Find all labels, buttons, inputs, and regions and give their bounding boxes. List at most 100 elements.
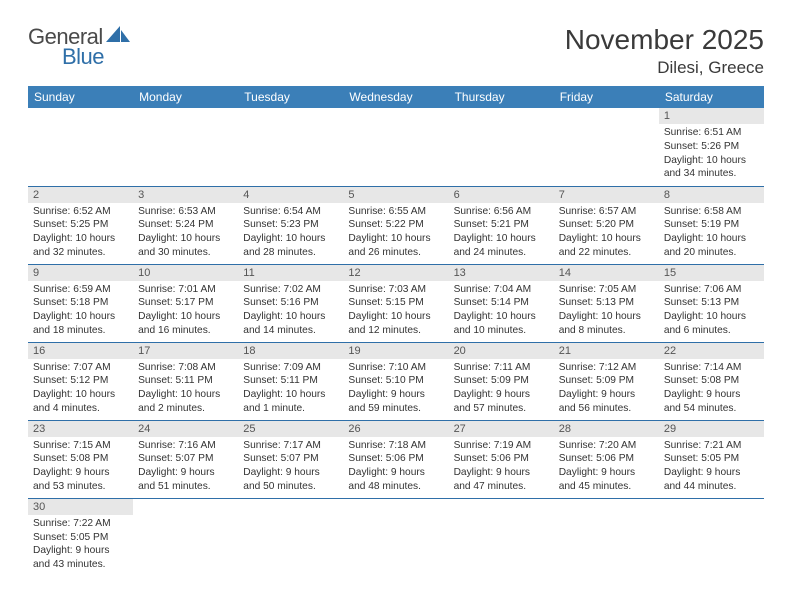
day-details: Sunrise: 7:01 AMSunset: 5:17 PMDaylight:… <box>133 281 238 342</box>
calendar-row: 23Sunrise: 7:15 AMSunset: 5:08 PMDayligh… <box>28 420 764 498</box>
calendar-cell <box>449 108 554 186</box>
daylight-line: Daylight: 10 hours and 1 minute. <box>243 388 338 416</box>
calendar-cell: 25Sunrise: 7:17 AMSunset: 5:07 PMDayligh… <box>238 420 343 498</box>
daylight-line: Daylight: 10 hours and 16 minutes. <box>138 310 233 338</box>
sunset-line: Sunset: 5:16 PM <box>243 296 338 310</box>
day-number: 3 <box>133 187 238 203</box>
sunset-line: Sunset: 5:11 PM <box>243 374 338 388</box>
calendar-cell <box>554 108 659 186</box>
sunset-line: Sunset: 5:07 PM <box>138 452 233 466</box>
calendar-cell <box>554 498 659 576</box>
logo-text-blue: Blue <box>62 44 104 70</box>
calendar-cell <box>343 108 448 186</box>
daylight-line: Daylight: 9 hours and 54 minutes. <box>664 388 759 416</box>
sunrise-line: Sunrise: 6:55 AM <box>348 205 443 219</box>
sunrise-line: Sunrise: 7:05 AM <box>559 283 654 297</box>
day-number: 16 <box>28 343 133 359</box>
sunset-line: Sunset: 5:22 PM <box>348 218 443 232</box>
day-number: 2 <box>28 187 133 203</box>
sunrise-line: Sunrise: 6:53 AM <box>138 205 233 219</box>
calendar-cell: 22Sunrise: 7:14 AMSunset: 5:08 PMDayligh… <box>659 342 764 420</box>
sunrise-line: Sunrise: 7:22 AM <box>33 517 128 531</box>
calendar-cell: 17Sunrise: 7:08 AMSunset: 5:11 PMDayligh… <box>133 342 238 420</box>
daylight-line: Daylight: 10 hours and 6 minutes. <box>664 310 759 338</box>
location-label: Dilesi, Greece <box>565 58 764 78</box>
calendar-cell: 13Sunrise: 7:04 AMSunset: 5:14 PMDayligh… <box>449 264 554 342</box>
sunset-line: Sunset: 5:17 PM <box>138 296 233 310</box>
daylight-line: Daylight: 10 hours and 28 minutes. <box>243 232 338 260</box>
sunset-line: Sunset: 5:25 PM <box>33 218 128 232</box>
day-number: 30 <box>28 499 133 515</box>
sunset-line: Sunset: 5:06 PM <box>559 452 654 466</box>
day-number: 28 <box>554 421 659 437</box>
sunset-line: Sunset: 5:24 PM <box>138 218 233 232</box>
sunset-line: Sunset: 5:15 PM <box>348 296 443 310</box>
sunrise-line: Sunrise: 6:52 AM <box>33 205 128 219</box>
day-number: 19 <box>343 343 448 359</box>
calendar-cell: 23Sunrise: 7:15 AMSunset: 5:08 PMDayligh… <box>28 420 133 498</box>
day-number: 13 <box>449 265 554 281</box>
daylight-line: Daylight: 10 hours and 12 minutes. <box>348 310 443 338</box>
day-number: 21 <box>554 343 659 359</box>
daylight-line: Daylight: 10 hours and 18 minutes. <box>33 310 128 338</box>
calendar-cell <box>28 108 133 186</box>
daylight-line: Daylight: 9 hours and 53 minutes. <box>33 466 128 494</box>
day-details: Sunrise: 6:59 AMSunset: 5:18 PMDaylight:… <box>28 281 133 342</box>
sunrise-line: Sunrise: 7:10 AM <box>348 361 443 375</box>
sunset-line: Sunset: 5:07 PM <box>243 452 338 466</box>
calendar-table: Sunday Monday Tuesday Wednesday Thursday… <box>28 86 764 576</box>
weekday-thursday: Thursday <box>449 86 554 108</box>
daylight-line: Daylight: 9 hours and 45 minutes. <box>559 466 654 494</box>
day-details: Sunrise: 7:04 AMSunset: 5:14 PMDaylight:… <box>449 281 554 342</box>
day-details: Sunrise: 6:57 AMSunset: 5:20 PMDaylight:… <box>554 203 659 264</box>
day-details: Sunrise: 6:56 AMSunset: 5:21 PMDaylight:… <box>449 203 554 264</box>
day-number: 14 <box>554 265 659 281</box>
sunrise-line: Sunrise: 6:51 AM <box>664 126 759 140</box>
sunset-line: Sunset: 5:05 PM <box>33 531 128 545</box>
sunrise-line: Sunrise: 7:19 AM <box>454 439 549 453</box>
day-details: Sunrise: 7:18 AMSunset: 5:06 PMDaylight:… <box>343 437 448 498</box>
calendar-cell: 5Sunrise: 6:55 AMSunset: 5:22 PMDaylight… <box>343 186 448 264</box>
calendar-cell <box>238 108 343 186</box>
sunrise-line: Sunrise: 7:11 AM <box>454 361 549 375</box>
day-details: Sunrise: 7:14 AMSunset: 5:08 PMDaylight:… <box>659 359 764 420</box>
day-details: Sunrise: 7:15 AMSunset: 5:08 PMDaylight:… <box>28 437 133 498</box>
day-number: 15 <box>659 265 764 281</box>
sunset-line: Sunset: 5:09 PM <box>559 374 654 388</box>
calendar-cell: 20Sunrise: 7:11 AMSunset: 5:09 PMDayligh… <box>449 342 554 420</box>
sunset-line: Sunset: 5:18 PM <box>33 296 128 310</box>
sunrise-line: Sunrise: 6:58 AM <box>664 205 759 219</box>
day-number: 17 <box>133 343 238 359</box>
day-details: Sunrise: 6:53 AMSunset: 5:24 PMDaylight:… <box>133 203 238 264</box>
daylight-line: Daylight: 10 hours and 22 minutes. <box>559 232 654 260</box>
sunrise-line: Sunrise: 7:18 AM <box>348 439 443 453</box>
calendar-cell: 27Sunrise: 7:19 AMSunset: 5:06 PMDayligh… <box>449 420 554 498</box>
daylight-line: Daylight: 10 hours and 24 minutes. <box>454 232 549 260</box>
day-details: Sunrise: 6:52 AMSunset: 5:25 PMDaylight:… <box>28 203 133 264</box>
daylight-line: Daylight: 9 hours and 57 minutes. <box>454 388 549 416</box>
day-number: 22 <box>659 343 764 359</box>
sunset-line: Sunset: 5:08 PM <box>664 374 759 388</box>
day-details: Sunrise: 7:22 AMSunset: 5:05 PMDaylight:… <box>28 515 133 576</box>
sunrise-line: Sunrise: 7:01 AM <box>138 283 233 297</box>
calendar-cell: 8Sunrise: 6:58 AMSunset: 5:19 PMDaylight… <box>659 186 764 264</box>
weekday-monday: Monday <box>133 86 238 108</box>
day-details: Sunrise: 6:54 AMSunset: 5:23 PMDaylight:… <box>238 203 343 264</box>
sunset-line: Sunset: 5:26 PM <box>664 140 759 154</box>
weekday-saturday: Saturday <box>659 86 764 108</box>
sunrise-line: Sunrise: 6:59 AM <box>33 283 128 297</box>
day-number: 11 <box>238 265 343 281</box>
day-number: 20 <box>449 343 554 359</box>
calendar-cell: 29Sunrise: 7:21 AMSunset: 5:05 PMDayligh… <box>659 420 764 498</box>
calendar-cell: 28Sunrise: 7:20 AMSunset: 5:06 PMDayligh… <box>554 420 659 498</box>
sunset-line: Sunset: 5:06 PM <box>454 452 549 466</box>
calendar-cell: 9Sunrise: 6:59 AMSunset: 5:18 PMDaylight… <box>28 264 133 342</box>
calendar-cell: 14Sunrise: 7:05 AMSunset: 5:13 PMDayligh… <box>554 264 659 342</box>
sunset-line: Sunset: 5:10 PM <box>348 374 443 388</box>
weekday-tuesday: Tuesday <box>238 86 343 108</box>
calendar-cell: 24Sunrise: 7:16 AMSunset: 5:07 PMDayligh… <box>133 420 238 498</box>
day-number: 24 <box>133 421 238 437</box>
sunrise-line: Sunrise: 6:57 AM <box>559 205 654 219</box>
calendar-cell: 19Sunrise: 7:10 AMSunset: 5:10 PMDayligh… <box>343 342 448 420</box>
day-details: Sunrise: 7:05 AMSunset: 5:13 PMDaylight:… <box>554 281 659 342</box>
